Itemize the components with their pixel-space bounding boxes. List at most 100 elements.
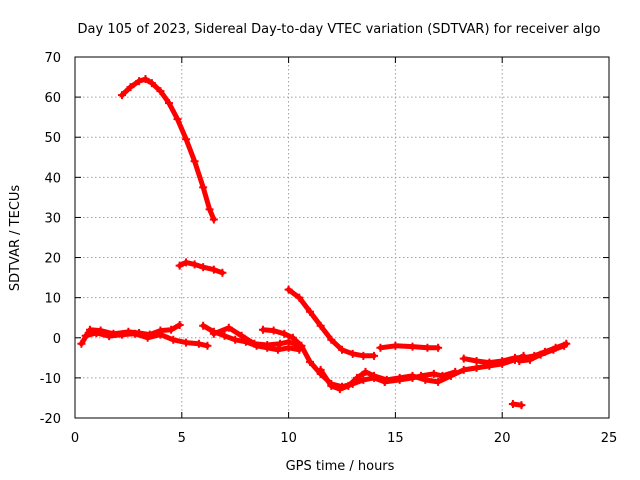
data-point [147,79,156,88]
data-point [130,329,139,338]
data-point [380,377,389,386]
data-point [395,375,404,384]
data-point [370,371,379,380]
data-point [459,365,468,374]
data-point [156,87,165,96]
series-track-15-flat [376,341,443,352]
x-tick-label: 10 [280,431,297,446]
data-point [199,321,208,330]
x-tick-label: 0 [71,431,79,446]
data-point [284,285,293,294]
data-point [126,83,135,92]
tick-marks [74,56,610,419]
data-point [269,326,278,335]
data-point [199,183,208,192]
data-point [175,261,184,270]
data-point [434,377,443,386]
data-point [237,331,246,340]
data-point [370,351,379,360]
data-point [451,367,460,376]
data-point [194,339,203,348]
data-point [143,333,152,342]
data-point [209,215,218,224]
data-point [92,328,101,337]
data-point [295,293,304,302]
data-point [338,345,346,354]
series-track-10-descent [284,285,379,360]
data-point [220,331,229,340]
chart-title: Day 105 of 2023, Sidereal Day-to-day VTE… [78,22,601,37]
series-track-low-a [316,351,528,394]
data-point [156,330,165,339]
data-point [376,343,385,352]
y-tick-labels: -20 -10 0 10 20 30 40 50 60 70 [40,51,61,427]
data-point [250,339,259,348]
data-point [423,343,432,352]
data-point [361,367,370,376]
data-point [105,332,114,341]
data-point [280,329,289,338]
series-track-late-b [515,341,569,366]
series-line [516,343,567,364]
data-point [434,343,443,352]
data-point [359,351,368,360]
y-tick-label: 30 [44,211,61,226]
data-point [135,77,144,86]
data-point [182,338,191,347]
data-point [459,354,468,363]
data-point [273,345,282,354]
data-point [408,342,417,351]
data-point [408,373,417,382]
data-point [391,341,400,350]
data-point [316,321,325,330]
y-tick-label: -10 [40,372,61,387]
data-point [344,381,353,390]
data-point [472,357,481,366]
y-axis-label: SDTVAR / TECUs [8,185,23,292]
y-tick-label: -20 [40,412,61,427]
data-point [209,329,218,338]
series-track-isolated [508,399,526,410]
series-line [119,76,217,222]
data-point [117,330,126,339]
y-tick-label: 0 [53,332,61,347]
data-point [549,345,558,354]
series-track-low-b [380,367,460,386]
data-point [182,135,191,144]
data-point [218,268,227,277]
data-point [209,265,218,274]
x-tick-label: 25 [601,431,618,446]
data-point [164,99,173,108]
data-point [141,75,150,84]
data-point [77,339,86,348]
data-point [276,339,285,348]
data-point [517,401,526,410]
series-line [83,330,210,349]
data-point [472,363,481,372]
data-point [297,341,306,350]
x-tick-label: 15 [387,431,404,446]
series-layer [77,75,571,410]
data-point [417,371,426,380]
data-point [203,341,212,350]
data-point [175,320,184,329]
y-tick-label: 40 [44,171,61,186]
data-point [205,205,214,214]
data-point [117,91,126,100]
grid-lines [75,57,609,418]
data-point [429,369,438,378]
series-track-high-arc [117,75,218,224]
y-tick-label: 70 [44,51,61,66]
data-point [199,263,208,272]
data-point [305,357,314,366]
data-point [515,357,524,366]
x-tick-label: 5 [178,431,186,446]
data-point [231,335,240,344]
data-point [525,355,534,364]
data-point [359,375,368,384]
data-point [190,157,199,166]
y-tick-label: 60 [44,91,61,106]
data-point [560,341,569,350]
y-tick-label: 10 [44,292,61,307]
